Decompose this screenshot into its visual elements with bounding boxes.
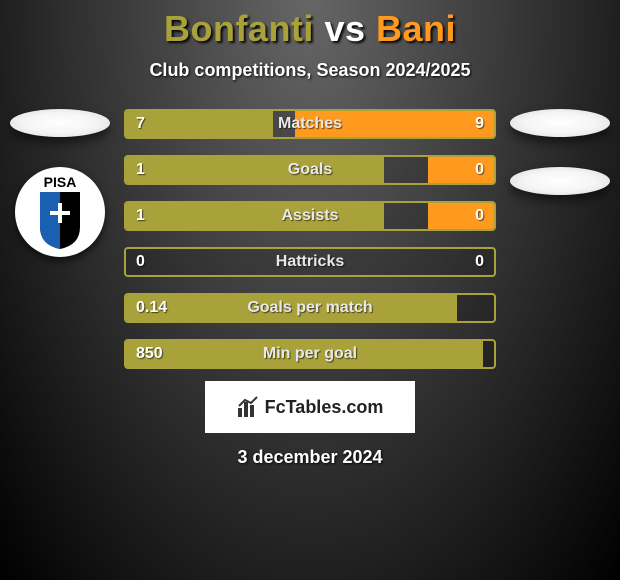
club-badge-svg: PISA	[15, 167, 105, 257]
date-text: 3 december 2024	[237, 447, 382, 468]
player1-plate	[10, 109, 110, 137]
stat-label: Min per goal	[263, 341, 357, 367]
branding-box: FcTables.com	[205, 381, 415, 433]
stat-value-left: 1	[136, 203, 145, 229]
player2-plate-1	[510, 109, 610, 137]
branding-text: FcTables.com	[265, 397, 384, 418]
player1-club-badge: PISA	[15, 167, 105, 257]
stat-value-left: 850	[136, 341, 163, 367]
title-vs: vs	[324, 8, 365, 49]
stat-value-left: 1	[136, 157, 145, 183]
stat-value-left: 7	[136, 111, 145, 137]
left-column: PISA	[0, 109, 120, 257]
stat-label: Assists	[282, 203, 339, 229]
right-column	[500, 109, 620, 195]
stat-fill-left	[126, 203, 384, 229]
stat-row: 0.14 Goals per match	[124, 293, 496, 323]
stat-label: Matches	[278, 111, 342, 137]
stat-value-right: 9	[475, 111, 484, 137]
page-title: Bonfanti vs Bani	[164, 8, 456, 50]
stat-row: 1 Assists 0	[124, 201, 496, 231]
player2-plate-2	[510, 167, 610, 195]
chart-icon	[237, 396, 259, 418]
stat-value-right: 0	[475, 249, 484, 275]
content-row: PISA 7 Matches 9 1 Goals 0 1 Assists 0 0 Hattricks…	[0, 109, 620, 369]
stat-value-right: 0	[475, 157, 484, 183]
title-player2: Bani	[376, 8, 456, 49]
badge-text: PISA	[44, 174, 77, 190]
stats-column: 7 Matches 9 1 Goals 0 1 Assists 0 0 Hattricks 0 0.14…	[120, 109, 500, 369]
stat-row: 850 Min per goal	[124, 339, 496, 369]
cross-v	[58, 203, 62, 223]
subtitle: Club competitions, Season 2024/2025	[149, 60, 470, 81]
shield-left	[40, 192, 60, 249]
stat-fill-left	[126, 157, 384, 183]
stat-fill-right	[428, 203, 494, 229]
stat-row: 1 Goals 0	[124, 155, 496, 185]
comparison-infographic: Bonfanti vs Bani Club competitions, Seas…	[0, 0, 620, 580]
stat-row: 7 Matches 9	[124, 109, 496, 139]
stat-label: Hattricks	[276, 249, 344, 275]
stat-row: 0 Hattricks 0	[124, 247, 496, 277]
stat-value-left: 0	[136, 249, 145, 275]
stat-label: Goals	[288, 157, 332, 183]
stat-fill-left	[126, 111, 273, 137]
stat-value-left: 0.14	[136, 295, 167, 321]
title-player1: Bonfanti	[164, 8, 314, 49]
stat-fill-right	[428, 157, 494, 183]
stat-label: Goals per match	[247, 295, 372, 321]
stat-value-right: 0	[475, 203, 484, 229]
